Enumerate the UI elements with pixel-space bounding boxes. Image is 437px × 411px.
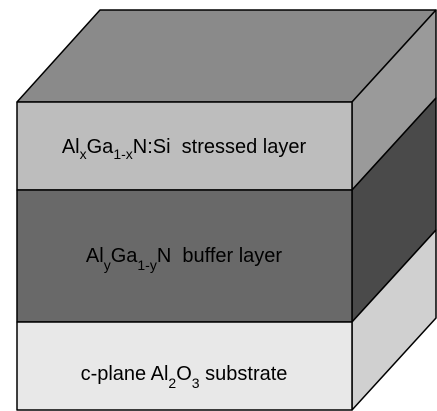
substrate-layer [16,321,353,411]
subscript: y [104,257,111,273]
subscript: 2 [168,375,176,391]
stressed-layer [16,101,353,191]
substrate-label: c-plane Al2O3 substrate [81,363,288,391]
subscript: 1-y [137,257,156,273]
label-part: Ga [87,136,115,158]
buffer-layer [16,189,353,323]
subscript: 3 [192,375,200,391]
subscript: 1-x [113,146,132,162]
label-part: Al [62,136,80,158]
label-part: O [176,363,192,385]
label-part: Al [86,245,104,267]
buffer-layer-label: AlyGa1-yN buffer layer [86,245,283,273]
label-part: Ga [111,245,139,267]
label-part: N:Si stressed layer [133,136,307,158]
label-part: substrate [200,363,288,385]
label-part: c-plane Al [81,363,169,385]
stressed-layer-label: AlxGa1-xN:Si stressed layer [62,136,307,162]
label-part: N buffer layer [157,245,283,267]
subscript: x [80,146,87,162]
